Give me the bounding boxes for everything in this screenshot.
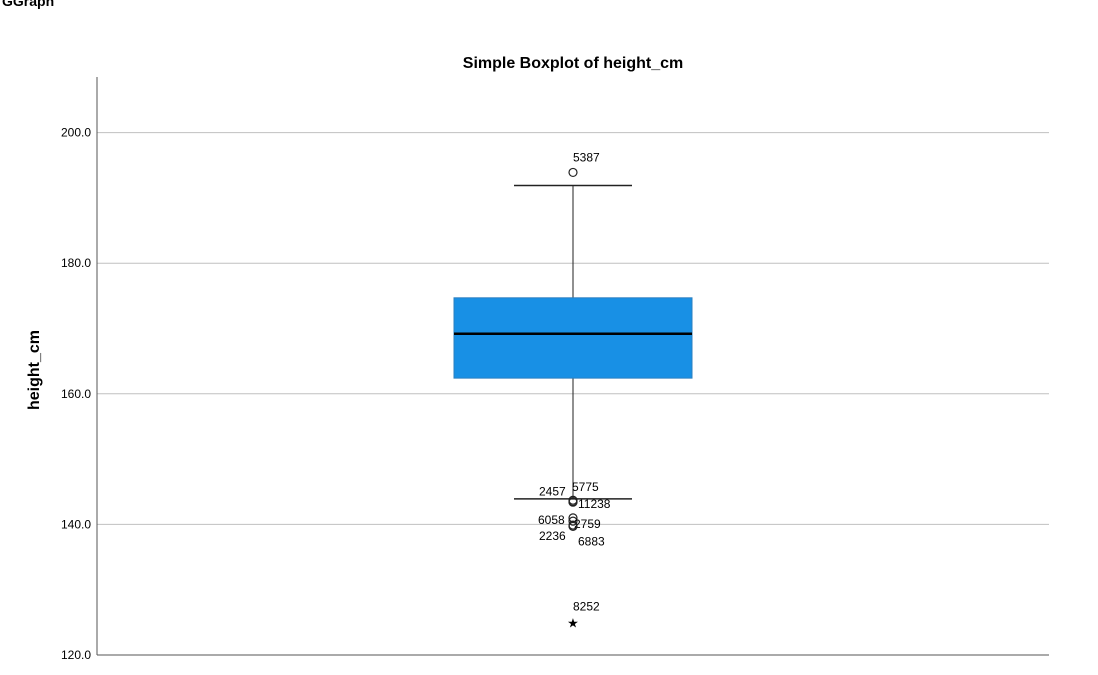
y-tick-label: 200.0 bbox=[61, 126, 91, 140]
y-tick-label: 180.0 bbox=[61, 256, 91, 270]
iqr-box bbox=[453, 297, 693, 379]
chart-title: Simple Boxplot of height_cm bbox=[463, 55, 683, 72]
page-header: GGraph bbox=[2, 0, 55, 9]
outlier-marker bbox=[568, 521, 578, 531]
outlier-label: 2759 bbox=[574, 517, 601, 531]
outliers: 5387 2457 5775 11238 6058 2759 2236 6883 ★ 8252 bbox=[538, 150, 611, 630]
y-axis-label: height_cm bbox=[26, 330, 43, 410]
outlier-marker bbox=[568, 167, 578, 178]
outlier-marker-extreme: ★ bbox=[567, 615, 579, 630]
y-tick-label: 160.0 bbox=[61, 387, 91, 401]
outlier-label: 2457 bbox=[539, 485, 566, 499]
outlier-label: 5387 bbox=[573, 150, 600, 164]
outlier-label: 2236 bbox=[539, 529, 566, 543]
y-tick-label: 120.0 bbox=[61, 648, 91, 662]
outlier-label: 6058 bbox=[538, 513, 565, 527]
outlier-marker bbox=[568, 497, 578, 507]
y-tick-labels: 120.0 140.0 160.0 180.0 200.0 bbox=[61, 126, 91, 662]
y-tick-label: 140.0 bbox=[61, 517, 91, 531]
outlier-marker bbox=[568, 516, 578, 526]
outlier-label: 8252 bbox=[573, 599, 600, 613]
outlier-label: 5775 bbox=[572, 480, 599, 494]
outlier-label: 6883 bbox=[578, 534, 605, 548]
outlier-label: 11238 bbox=[578, 497, 611, 511]
box-group bbox=[453, 184, 693, 500]
